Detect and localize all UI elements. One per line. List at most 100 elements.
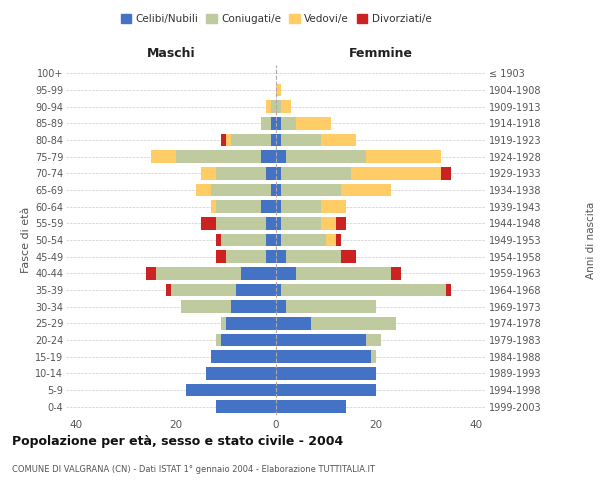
Text: Femmine: Femmine bbox=[349, 47, 413, 60]
Bar bbox=[281, 234, 326, 246]
Bar bbox=[266, 167, 276, 179]
Bar bbox=[276, 200, 281, 213]
Text: Popolazione per età, sesso e stato civile - 2004: Popolazione per età, sesso e stato civil… bbox=[12, 435, 343, 448]
Bar bbox=[276, 117, 281, 130]
Y-axis label: Fasce di età: Fasce di età bbox=[20, 207, 31, 273]
Bar bbox=[296, 117, 331, 130]
Bar bbox=[336, 234, 341, 246]
Bar bbox=[371, 350, 376, 363]
Bar bbox=[281, 100, 291, 113]
Bar bbox=[321, 134, 356, 146]
Bar bbox=[286, 250, 341, 263]
Bar bbox=[446, 284, 451, 296]
Bar bbox=[211, 350, 276, 363]
Bar bbox=[276, 350, 371, 363]
Bar bbox=[271, 134, 276, 146]
Bar bbox=[321, 200, 346, 213]
Bar bbox=[286, 150, 366, 163]
Bar bbox=[366, 334, 381, 346]
Bar bbox=[216, 200, 261, 213]
Bar bbox=[281, 217, 321, 230]
Bar bbox=[266, 250, 276, 263]
Bar bbox=[261, 200, 276, 213]
Bar bbox=[336, 217, 346, 230]
Bar bbox=[201, 167, 216, 179]
Bar bbox=[281, 134, 321, 146]
Bar bbox=[276, 317, 311, 330]
Bar bbox=[186, 384, 276, 396]
Bar bbox=[216, 400, 276, 413]
Bar bbox=[276, 367, 376, 380]
Bar bbox=[281, 200, 321, 213]
Bar bbox=[176, 150, 261, 163]
Bar bbox=[326, 234, 336, 246]
Text: Maschi: Maschi bbox=[146, 47, 196, 60]
Bar bbox=[231, 300, 276, 313]
Bar bbox=[276, 250, 286, 263]
Bar bbox=[266, 100, 271, 113]
Bar bbox=[266, 217, 276, 230]
Bar bbox=[226, 250, 266, 263]
Bar bbox=[276, 167, 281, 179]
Bar bbox=[241, 267, 276, 280]
Bar bbox=[151, 150, 176, 163]
Bar bbox=[341, 250, 356, 263]
Bar bbox=[236, 284, 276, 296]
Bar bbox=[276, 384, 376, 396]
Bar bbox=[221, 234, 266, 246]
Bar bbox=[226, 317, 276, 330]
Bar bbox=[341, 184, 391, 196]
Bar bbox=[221, 134, 226, 146]
Bar bbox=[276, 217, 281, 230]
Bar bbox=[391, 267, 401, 280]
Bar bbox=[271, 100, 276, 113]
Bar bbox=[276, 234, 281, 246]
Bar bbox=[271, 117, 276, 130]
Bar bbox=[221, 334, 276, 346]
Bar bbox=[166, 284, 171, 296]
Bar bbox=[281, 184, 341, 196]
Bar bbox=[206, 367, 276, 380]
Bar bbox=[226, 134, 231, 146]
Legend: Celibi/Nubili, Coniugati/e, Vedovi/e, Divorziati/e: Celibi/Nubili, Coniugati/e, Vedovi/e, Di… bbox=[116, 10, 436, 29]
Bar bbox=[216, 334, 221, 346]
Bar bbox=[146, 267, 156, 280]
Bar bbox=[221, 317, 226, 330]
Bar bbox=[321, 217, 336, 230]
Bar bbox=[181, 300, 231, 313]
Bar bbox=[441, 167, 451, 179]
Bar bbox=[216, 234, 221, 246]
Bar bbox=[311, 317, 396, 330]
Text: COMUNE DI VALGRANA (CN) - Dati ISTAT 1° gennaio 2004 - Elaborazione TUTTITALIA.I: COMUNE DI VALGRANA (CN) - Dati ISTAT 1° … bbox=[12, 465, 375, 474]
Bar bbox=[196, 184, 211, 196]
Bar bbox=[201, 217, 216, 230]
Bar bbox=[281, 167, 351, 179]
Bar bbox=[276, 334, 366, 346]
Bar bbox=[276, 184, 281, 196]
Bar bbox=[216, 167, 266, 179]
Bar bbox=[276, 150, 286, 163]
Bar bbox=[281, 117, 296, 130]
Bar bbox=[366, 150, 441, 163]
Bar bbox=[261, 150, 276, 163]
Bar bbox=[211, 200, 216, 213]
Bar bbox=[271, 184, 276, 196]
Bar bbox=[156, 267, 241, 280]
Text: Anni di nascita: Anni di nascita bbox=[586, 202, 596, 278]
Bar bbox=[296, 267, 391, 280]
Bar bbox=[276, 300, 286, 313]
Bar bbox=[276, 284, 281, 296]
Bar bbox=[266, 234, 276, 246]
Bar bbox=[211, 184, 271, 196]
Bar bbox=[286, 300, 376, 313]
Bar bbox=[276, 100, 281, 113]
Bar bbox=[231, 134, 271, 146]
Bar bbox=[276, 84, 281, 96]
Bar bbox=[261, 117, 271, 130]
Bar bbox=[171, 284, 236, 296]
Bar bbox=[351, 167, 441, 179]
Bar bbox=[276, 267, 296, 280]
Bar bbox=[276, 134, 281, 146]
Bar bbox=[216, 250, 226, 263]
Bar bbox=[281, 284, 446, 296]
